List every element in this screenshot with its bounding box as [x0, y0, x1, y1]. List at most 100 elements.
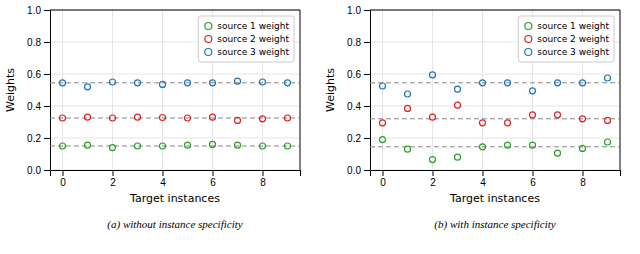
- legend: source 1 weight source 2 weight source 3 w…: [518, 16, 614, 62]
- point: [210, 80, 216, 86]
- tick-label: 1.0: [27, 5, 41, 16]
- x-axis: 02468: [371, 170, 621, 188]
- reference-line: [50, 118, 300, 119]
- legend-label: source 3 weight: [537, 47, 609, 57]
- legend-item: source 1 weight: [525, 21, 610, 31]
- figure: 024680.00.20.40.60.81.0Target instancesW…: [0, 0, 640, 254]
- legend-label: source 1 weight: [537, 21, 609, 31]
- reference-line: [50, 82, 300, 83]
- tick-mark: [483, 170, 484, 176]
- point: [260, 116, 266, 122]
- tick-label: 0.8: [347, 37, 361, 48]
- tick-label: 0.8: [27, 37, 41, 48]
- point: [530, 142, 536, 148]
- tick: 0.2: [347, 133, 370, 144]
- legend-item: source 3 weight: [525, 47, 610, 57]
- point: [430, 114, 436, 120]
- tick: 2: [110, 170, 116, 188]
- tick-mark: [583, 170, 584, 176]
- tick: 0: [60, 170, 66, 188]
- point: [580, 80, 586, 86]
- tick: 0.0: [27, 165, 50, 176]
- point: [505, 80, 511, 86]
- y-axis: 0.00.20.40.60.81.0: [347, 5, 370, 176]
- grid-line: [482, 10, 483, 170]
- panel: 024680.00.20.40.60.81.0Target instancesW…: [4, 5, 301, 231]
- tick: 6: [210, 170, 216, 188]
- x-axis: 02468: [51, 170, 301, 188]
- point: [380, 137, 386, 143]
- point: [85, 114, 91, 120]
- point: [235, 117, 241, 123]
- point: [405, 105, 411, 111]
- point: [380, 83, 386, 89]
- point: [455, 154, 461, 160]
- tick-label: 6: [530, 177, 536, 188]
- point: [135, 114, 141, 120]
- tick-label: 4: [480, 177, 486, 188]
- tick: 0.8: [347, 37, 370, 48]
- point: [235, 142, 241, 148]
- tick: 0.4: [27, 101, 50, 112]
- point: [580, 145, 586, 151]
- legend-item: source 2 weight: [205, 34, 290, 44]
- tick-mark: [113, 170, 114, 176]
- point: [160, 115, 166, 121]
- point: [85, 84, 91, 90]
- tick: 4: [160, 170, 166, 188]
- point: [405, 146, 411, 152]
- grid: [50, 10, 300, 170]
- reference-line: [50, 146, 300, 147]
- x-axis-title: Target instances: [129, 192, 220, 205]
- legend-item: source 2 weight: [525, 34, 610, 44]
- tick: 0.4: [347, 101, 370, 112]
- tick: 2: [430, 170, 436, 188]
- point: [480, 120, 486, 126]
- series: [60, 114, 291, 123]
- series: [380, 102, 611, 126]
- legend-label: source 3 weight: [217, 47, 289, 57]
- point: [85, 142, 91, 148]
- plot-area: [50, 78, 300, 150]
- point: [285, 143, 291, 149]
- point: [235, 78, 241, 84]
- tick: 0.6: [347, 69, 370, 80]
- caption: (a) without instance specificity: [107, 218, 242, 231]
- tick: 6: [530, 170, 536, 188]
- tick-mark: [364, 74, 370, 75]
- grid-line: [50, 138, 300, 139]
- legend-marker: [205, 49, 212, 56]
- tick-label: 0.0: [27, 165, 41, 176]
- point: [455, 86, 461, 92]
- tick-label: 0.0: [347, 165, 361, 176]
- frame: [370, 10, 620, 11]
- point: [455, 102, 461, 108]
- point: [185, 142, 191, 148]
- grid-line: [50, 10, 300, 11]
- point: [530, 88, 536, 94]
- tick-mark: [533, 170, 534, 176]
- tick-label: 2: [430, 177, 436, 188]
- point: [480, 144, 486, 150]
- point: [210, 114, 216, 120]
- legend-marker: [525, 23, 532, 30]
- legend-marker: [205, 23, 212, 30]
- series: [60, 78, 291, 90]
- legend-label: source 2 weight: [217, 34, 289, 44]
- point: [605, 117, 611, 123]
- x-axis-title: Target instances: [449, 192, 540, 205]
- legend-marker: [205, 36, 212, 43]
- grid-line: [50, 74, 300, 75]
- grid-line: [370, 138, 620, 139]
- tick: 0.8: [27, 37, 50, 48]
- tick-label: 4: [160, 177, 166, 188]
- point: [505, 120, 511, 126]
- plot-area: [370, 72, 620, 163]
- tick: 0.0: [347, 165, 370, 176]
- tick-mark: [44, 10, 50, 11]
- tick-mark: [364, 170, 370, 171]
- grid-line: [112, 10, 113, 170]
- tick-label: 0: [380, 177, 386, 188]
- point: [135, 80, 141, 86]
- axis-line: [44, 11, 51, 171]
